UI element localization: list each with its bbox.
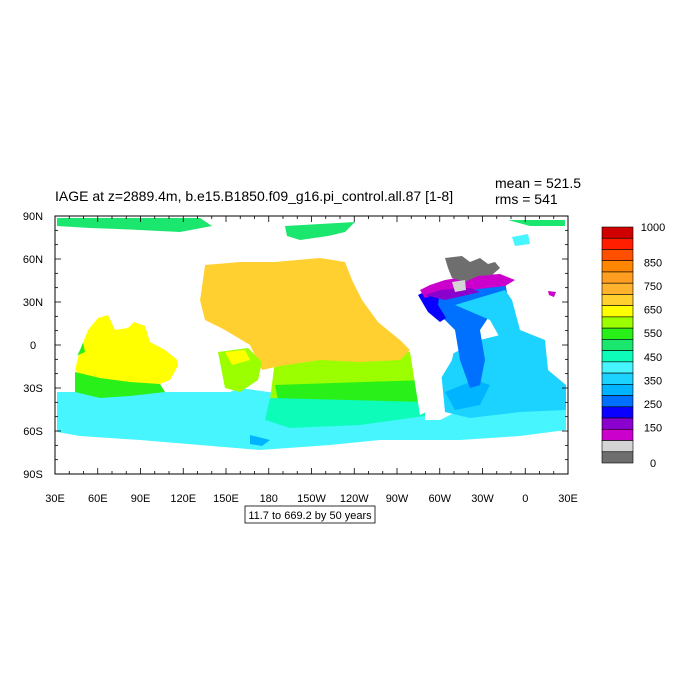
land-australia	[175, 350, 220, 385]
region-arctic	[57, 218, 212, 232]
ocean-field-map	[55, 216, 568, 474]
y-axis: 90N 60N 30N 0 30S 60S 90S	[23, 211, 568, 481]
x-tick-label: 30W	[471, 493, 494, 505]
colorbar-swatch	[601, 361, 634, 374]
region-ross-sea-shelf	[250, 435, 270, 446]
footnote-box	[244, 505, 376, 524]
colorbar-label: 550	[644, 328, 662, 340]
colorbar-swatch	[601, 350, 634, 363]
chart-title: IAGE at z=2889.4m, b.e15.B1850.f09_g16.p…	[55, 188, 453, 204]
region-indian-ocean	[75, 315, 180, 388]
colorbar-label: 750	[644, 281, 662, 293]
y-tick-label: 60N	[23, 254, 43, 266]
land-antarctica	[55, 436, 568, 474]
region-arctic-small	[512, 234, 530, 246]
colorbar-swatch	[601, 294, 634, 306]
colorbar-swatch	[601, 395, 634, 408]
colorbar-label: 150	[644, 423, 662, 435]
x-tick-label: 30E	[558, 493, 578, 505]
x-tick-label: 90W	[386, 493, 409, 505]
x-tick-label: 0	[522, 493, 528, 505]
y-tick-label: 90N	[23, 211, 43, 223]
colorbar-label: 650	[644, 305, 662, 317]
footnote-text: 11.7 to 669.2 by 50 years	[248, 510, 372, 522]
x-tick-label: 90E	[131, 493, 151, 505]
colorbar-label: 450	[644, 352, 662, 364]
rms-stat: rms = 541	[495, 191, 558, 207]
y-tick-label: 30S	[23, 383, 43, 395]
x-tick-label: 180	[260, 493, 278, 505]
x-tick-label: 150E	[213, 493, 239, 505]
land-asia	[55, 232, 205, 322]
colorbar-swatch	[601, 305, 634, 318]
colorbar-swatch	[601, 417, 634, 430]
colorbar-swatch	[601, 372, 634, 385]
colorbar-swatch	[601, 339, 634, 351]
region-south-atlantic-deep	[445, 380, 490, 410]
region-arctic-atlantic	[508, 220, 565, 226]
colorbar-swatch	[601, 451, 634, 464]
colorbar-swatch	[601, 237, 634, 250]
y-tick-label: 60S	[23, 426, 43, 438]
region-east-greenland	[548, 291, 556, 297]
colorbar-swatch	[601, 271, 634, 284]
region-labrador-sea-inner	[425, 288, 480, 300]
land-south-america	[410, 340, 455, 415]
region-north-pacific	[200, 258, 410, 370]
region-arctic-east	[285, 222, 355, 240]
x-tick-label: 60W	[428, 493, 451, 505]
colorbar-swatch	[601, 249, 634, 262]
colorbar-label: 250	[644, 399, 662, 411]
colorbar-swatch	[601, 316, 634, 329]
land-north-america	[352, 238, 445, 320]
colorbar-swatch	[601, 440, 634, 453]
y-tick-label: 30N	[23, 297, 43, 309]
colorbar-label: 0	[650, 458, 656, 470]
colorbar-swatch	[601, 327, 634, 340]
colorbar-swatch	[601, 260, 634, 273]
colorbar-swatch	[601, 282, 634, 295]
colorbar-swatch	[601, 226, 634, 239]
land-africa	[55, 290, 88, 380]
region-tasman-sea-outer	[225, 350, 250, 365]
region-nordic-seas	[445, 256, 500, 282]
colorbar: 0 150 250 350 450 550 650 750 850 1000	[601, 222, 665, 470]
region-north-atlantic-cyan	[455, 290, 520, 338]
region-south-pacific-shelf	[265, 398, 425, 428]
colorbar-swatch	[601, 384, 634, 396]
x-axis: 30E 60E 90E 120E 150E 180 150W 120W 90W 60W 30W 0 30…	[45, 216, 578, 505]
x-tick-label: 30E	[45, 493, 65, 505]
mean-stat: mean = 521.5	[495, 175, 581, 191]
x-tick-label: 150W	[297, 493, 326, 505]
region-nordic-seas-light	[452, 280, 466, 292]
land-greenland	[430, 232, 470, 256]
region-indian-ocean-south	[75, 372, 165, 398]
x-tick-label: 120W	[340, 493, 369, 505]
colorbar-label: 1000	[641, 222, 665, 234]
colorbar-swatch	[601, 406, 634, 419]
colorbar-label: 850	[644, 257, 662, 269]
colorbar-swatch	[601, 428, 634, 441]
x-tick-label: 120E	[170, 493, 196, 505]
y-tick-label: 0	[30, 340, 36, 352]
y-tick-label: 90S	[23, 469, 43, 481]
colorbar-label: 350	[644, 375, 662, 387]
x-tick-label: 60E	[88, 493, 108, 505]
region-labrador-sea	[420, 274, 515, 298]
